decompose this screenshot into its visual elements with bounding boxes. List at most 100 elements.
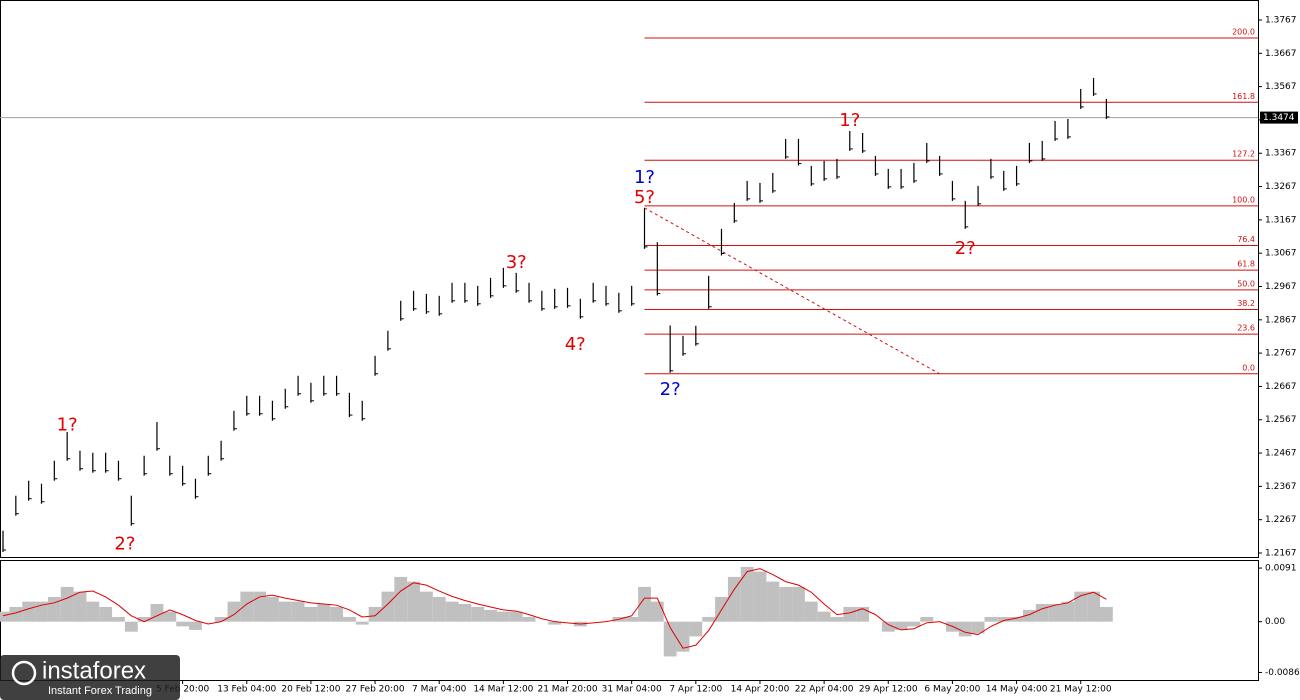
histogram-bar — [958, 621, 972, 637]
histogram-bar — [330, 606, 344, 622]
histogram-bar — [176, 621, 190, 627]
histogram-bar — [689, 621, 703, 637]
histogram-bar — [458, 604, 472, 622]
logo-tagline: Instant Forex Trading — [48, 685, 152, 697]
x-tick-label: 5 Feb 20:00 — [156, 685, 210, 695]
wave-label: 2? — [955, 238, 976, 259]
histogram-bar — [22, 601, 36, 622]
logo-brand: instaforex — [42, 657, 146, 684]
histogram-bar — [394, 576, 408, 622]
histogram-bar — [817, 611, 831, 622]
histogram-bar — [830, 616, 844, 622]
histogram-bar — [843, 606, 857, 622]
y-tick-label: 1.2967 — [1265, 282, 1297, 292]
x-tick-label: 14 Apr 20:00 — [731, 685, 790, 695]
histogram-bar — [368, 606, 382, 622]
histogram-bar — [445, 601, 459, 622]
histogram-bar — [317, 604, 331, 622]
histogram-bar — [137, 616, 151, 622]
histogram-bar — [804, 601, 818, 622]
histogram-bar — [766, 581, 780, 622]
y-tick-label: 1.2467 — [1265, 449, 1297, 459]
wave-label: 1? — [634, 167, 655, 188]
y-tick-label: 1.2367 — [1265, 482, 1297, 492]
x-tick-label: 29 Apr 12:00 — [859, 685, 918, 695]
histogram-bar — [407, 581, 420, 622]
histogram-bar — [227, 601, 241, 622]
fib-label: 23.6 — [1237, 324, 1255, 333]
histogram-bar — [971, 621, 985, 634]
fib-label: 200.0 — [1232, 27, 1255, 36]
histogram-bar — [779, 586, 793, 622]
x-tick-label: 6 May 20:00 — [924, 685, 980, 695]
histogram-bar — [984, 616, 998, 622]
y-tick-label: 1.2667 — [1265, 382, 1297, 392]
fib-label: 0.0 — [1242, 363, 1255, 372]
histogram-bar — [702, 616, 716, 622]
y-tick-label: 1.2167 — [1265, 549, 1297, 559]
histogram-bar — [522, 616, 536, 622]
histogram-bar — [214, 616, 228, 622]
logo-box — [0, 655, 180, 700]
wave-label: 1? — [839, 110, 860, 131]
y-tick-label: 1.2867 — [1265, 315, 1297, 325]
y-tick-label: 1.3067 — [1265, 249, 1297, 259]
fib-label: 38.2 — [1237, 299, 1255, 308]
fib-label: 76.4 — [1237, 235, 1255, 244]
fib-label: 61.8 — [1237, 260, 1255, 269]
signal-line — [2, 568, 1107, 649]
histogram-bar — [740, 566, 754, 622]
y-tick-label: 1.2567 — [1265, 415, 1297, 425]
fib-label: 127.2 — [1232, 150, 1255, 159]
fib-label: 100.0 — [1232, 195, 1255, 204]
fib-label: 161.8 — [1232, 92, 1255, 101]
x-tick-label: 21 Mar 20:00 — [537, 685, 597, 695]
price-label-box — [1260, 111, 1298, 124]
x-tick-label: 14 May 04:00 — [986, 685, 1048, 695]
histogram-bar — [638, 586, 651, 622]
histogram-bar — [1035, 604, 1049, 622]
histogram-bar — [9, 606, 23, 622]
price-label: 1.3474 — [1263, 113, 1295, 123]
y-tick-label: 1.3767 — [1265, 15, 1297, 25]
histogram-bar — [1087, 591, 1100, 622]
histogram-bar — [189, 621, 202, 630]
x-tick-label: 14 Mar 12:00 — [473, 685, 533, 695]
histogram-bar — [907, 621, 921, 627]
histogram-bar — [355, 621, 369, 625]
wave-label: 1? — [57, 415, 78, 436]
histogram-bar — [0, 611, 10, 622]
histogram-bar — [291, 601, 305, 622]
histogram-bar — [1048, 604, 1062, 622]
histogram-bar — [625, 616, 639, 622]
histogram-bar — [1023, 609, 1036, 622]
histogram-bar — [60, 586, 74, 622]
histogram-bar — [1061, 601, 1075, 622]
histogram-bar — [753, 571, 767, 622]
y-tick-label: 1.3667 — [1265, 49, 1297, 59]
x-tick-label: 27 Feb 20:00 — [346, 685, 405, 695]
histogram-bar — [419, 591, 433, 622]
x-tick-label: 13 Feb 04:00 — [217, 685, 276, 695]
histogram-bar — [509, 611, 523, 622]
x-tick-label: 21 May 12:00 — [1050, 685, 1112, 695]
histogram-bar — [650, 601, 664, 622]
y-tick-label: 1.3567 — [1265, 82, 1297, 92]
histogram-bar — [676, 621, 690, 652]
y-tick-label: 1.2267 — [1265, 515, 1297, 525]
histogram-bar — [343, 616, 356, 622]
histogram-bar — [73, 591, 87, 622]
histogram-bar — [240, 591, 254, 622]
y-tick-label: 1.3367 — [1265, 149, 1297, 159]
histogram-bar — [266, 596, 279, 622]
histogram-bar — [124, 621, 138, 632]
histogram-bar — [548, 621, 562, 625]
histogram-bar — [381, 591, 395, 622]
histogram-bar — [484, 609, 497, 622]
x-tick-label: 7 Mar 04:00 — [412, 685, 467, 695]
histogram-bar — [663, 621, 677, 657]
fib-label: 50.0 — [1237, 279, 1255, 288]
histogram-bar — [1074, 591, 1088, 622]
y-tick-label: 1.2767 — [1265, 349, 1297, 359]
